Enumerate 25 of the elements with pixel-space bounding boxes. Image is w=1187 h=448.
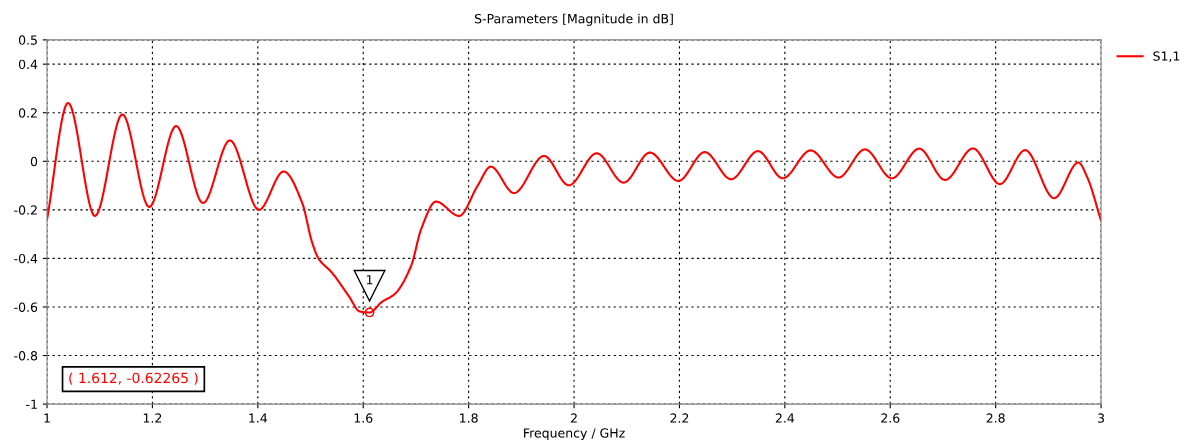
chart-title: S-Parameters [Magnitude in dB] [474,13,673,26]
y-tick-label: -0.2 [14,205,37,215]
annotation: ( 1.612, -0.62265 ) [69,372,198,385]
y-tick-label: 0.5 [18,35,37,45]
y-tick-label: 0.2 [18,108,37,118]
x-tick-label: 2.6 [881,413,900,423]
y-tick-label: -1 [26,399,37,409]
x-tick-label: 1 [44,413,50,423]
y-tick-label: -0.6 [14,302,38,312]
y-tick-label: -0.4 [14,253,38,264]
x-tick-label: 1.2 [143,413,162,423]
y-tick-label: -0.8 [14,351,38,361]
x-tick-label: 2.4 [775,413,795,423]
y-tick-label: 0 [30,156,38,167]
x-tick-label: 2 [570,413,577,423]
x-tick-label: 1.6 [354,413,373,423]
legend-label: S1,1 [1153,51,1180,63]
x-tick-label: 2.2 [670,413,689,423]
x-tick-label: 1.8 [460,413,478,423]
x-tick-label: 2.8 [986,413,1005,423]
y-tick-label: 0.4 [18,59,38,70]
x-tick-label: 3 [1098,413,1105,423]
x-axis-title: Frequency / GHz [524,428,625,441]
x-tick-label: 1.4 [249,413,268,423]
annotation: 1 [366,275,373,285]
